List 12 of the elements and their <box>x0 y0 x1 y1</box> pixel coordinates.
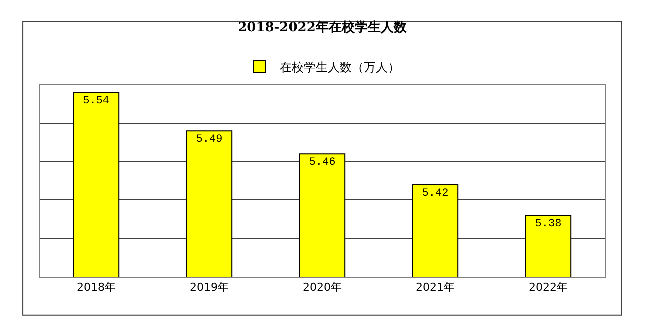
data-label: 5.46 <box>309 157 336 170</box>
data-label: 5.42 <box>422 188 449 200</box>
data-label: 5.54 <box>83 96 110 108</box>
x-tick-label: 2018年 <box>77 281 116 294</box>
data-label: 5.38 <box>535 218 562 231</box>
x-tick-label: 2021年 <box>416 281 455 294</box>
x-tick-label: 2020年 <box>303 281 342 294</box>
x-tick-label: 2019年 <box>190 281 229 294</box>
legend-label: 在校学生人数（万人） <box>280 60 400 74</box>
data-label: 5.49 <box>196 134 223 146</box>
chart-title: 2018-2022年在校学生人数 <box>238 20 408 36</box>
x-tick-label: 2022年 <box>529 281 568 294</box>
